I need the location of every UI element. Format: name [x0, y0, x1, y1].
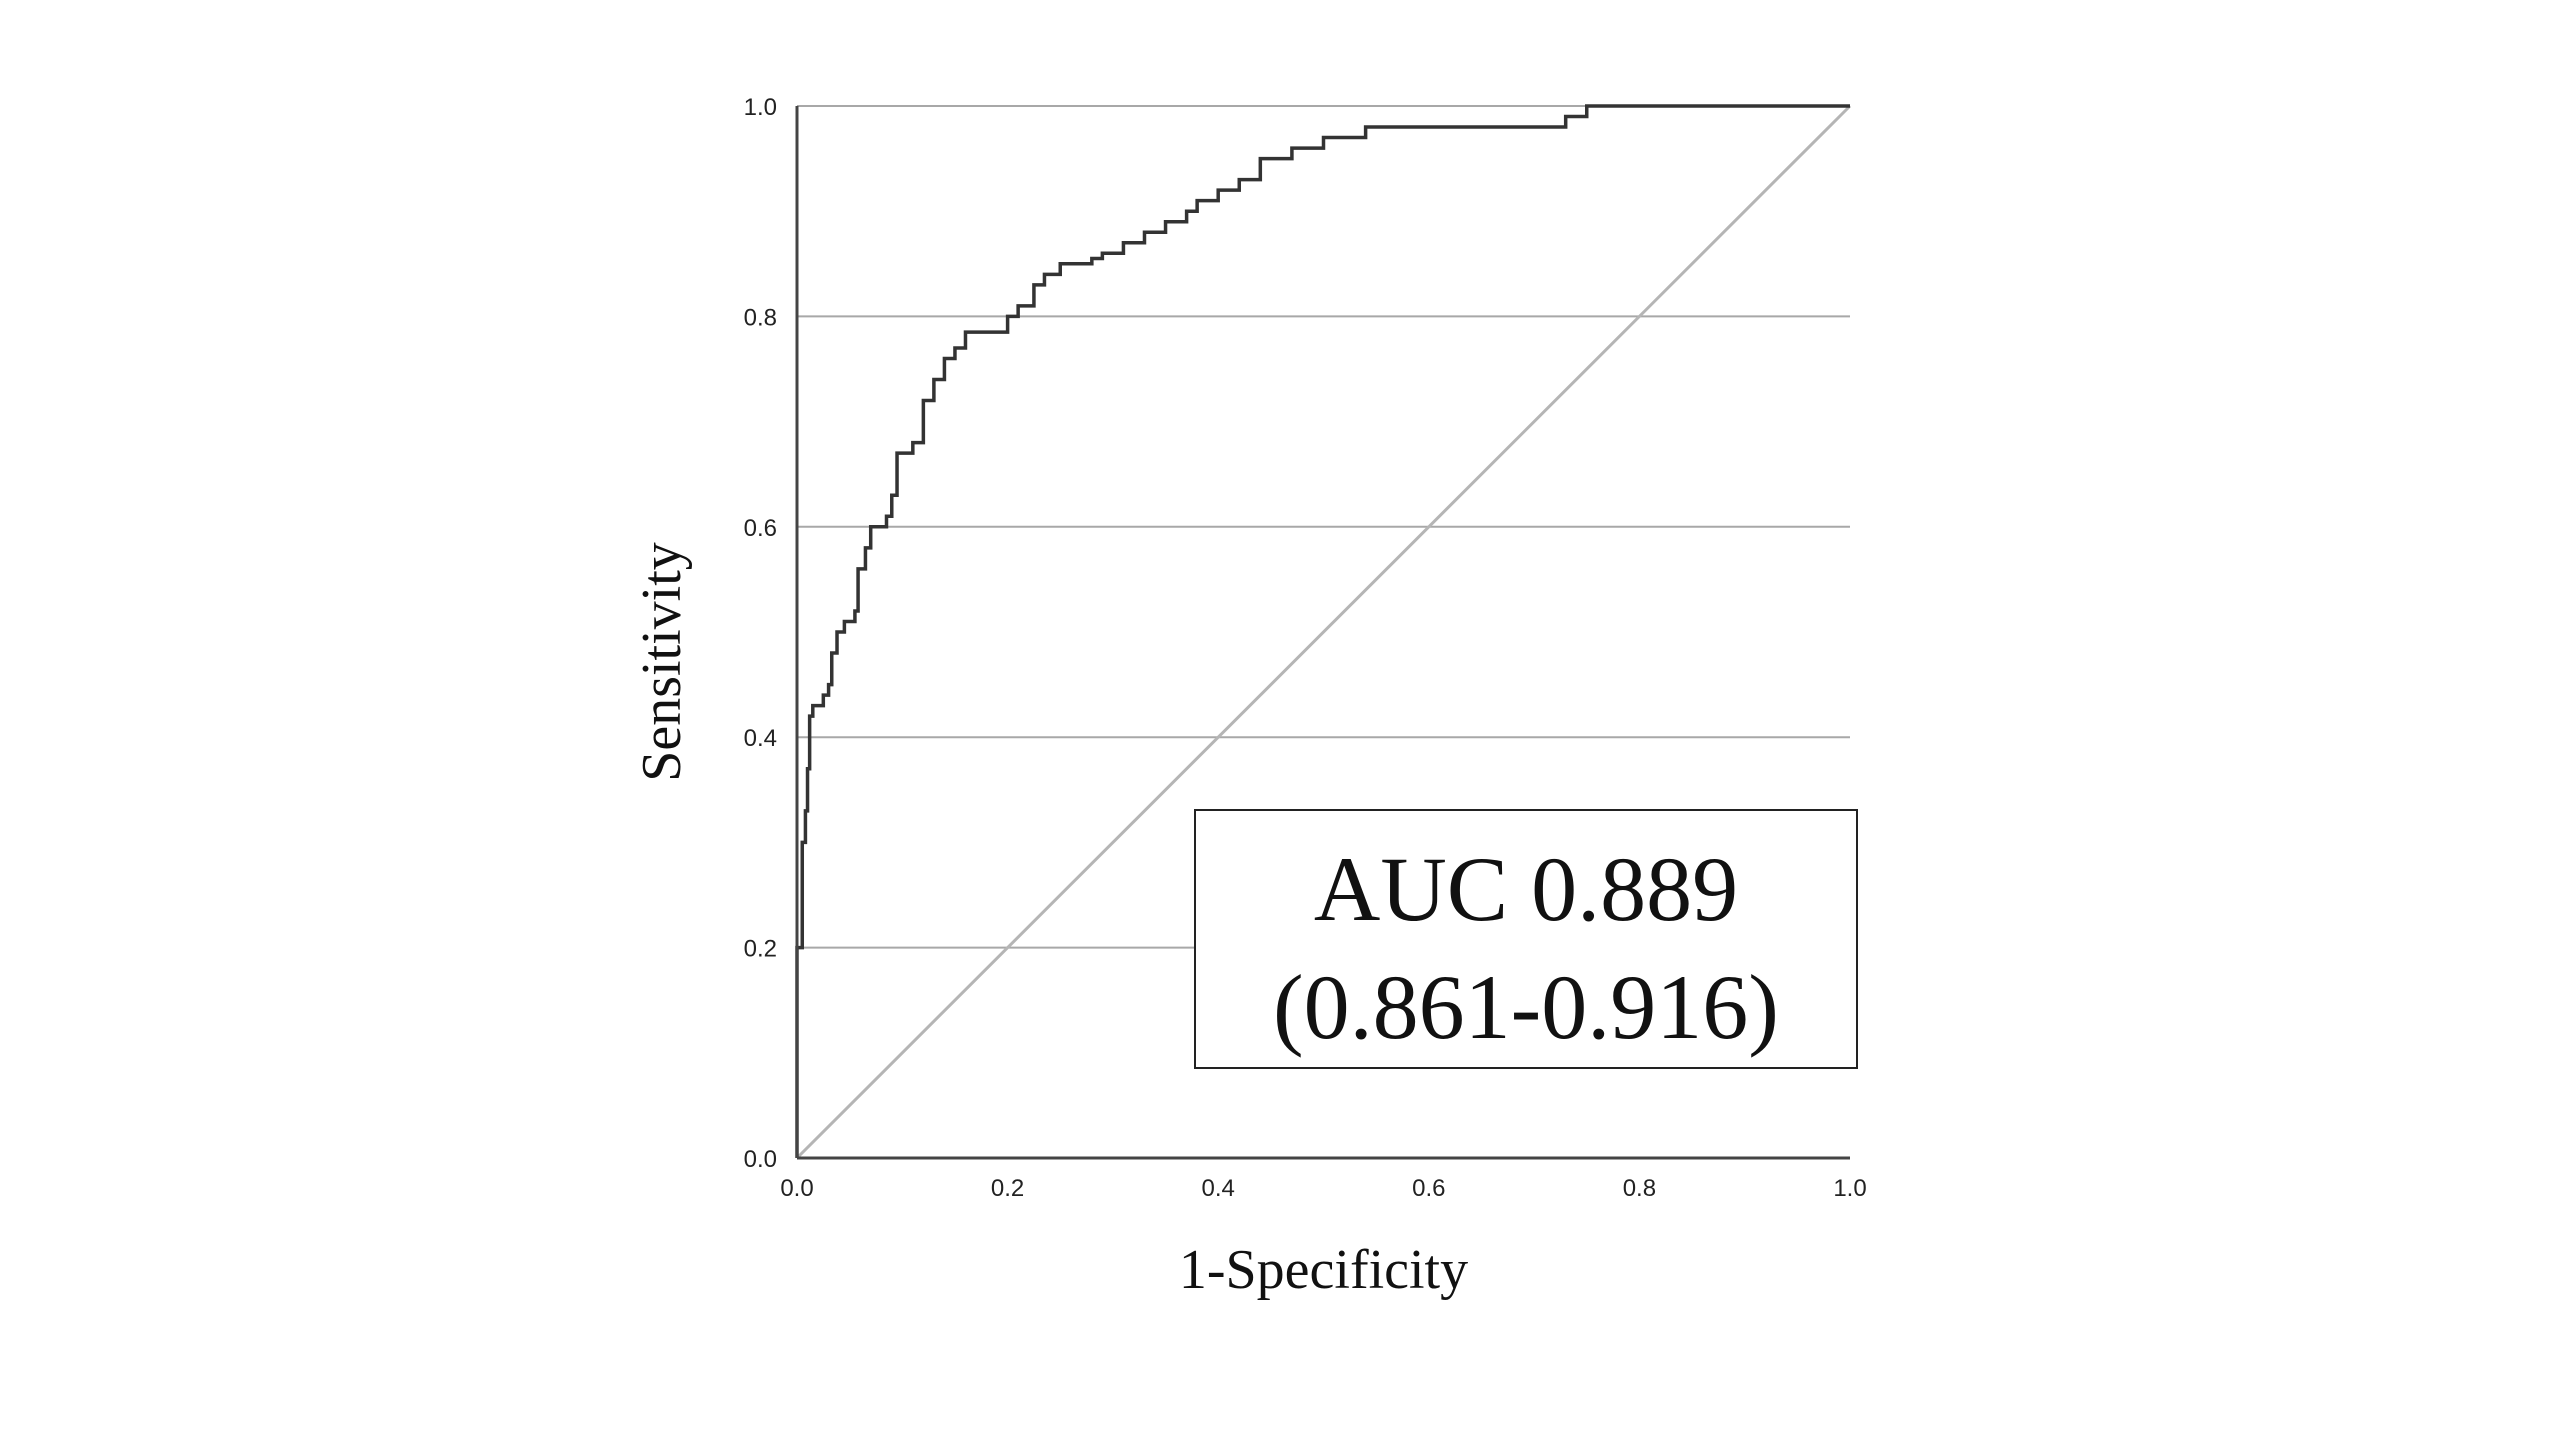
auc-confidence-interval-label: (0.861-0.916): [1273, 956, 1779, 1058]
x-tick-label-0: 0.0: [780, 1175, 813, 1202]
y-axis-title: Sensitivity: [631, 542, 693, 782]
x-tick-label-5: 1.0: [1833, 1175, 1866, 1202]
x-axis-title: 1-Specificity: [1179, 1239, 1468, 1301]
x-tick-label-2: 0.4: [1202, 1175, 1235, 1202]
y-tick-labels: 0.0 0.2 0.4 0.6 0.8 1.0: [744, 94, 777, 1173]
x-tick-labels: 0.0 0.2 0.4 0.6 0.8 1.0: [780, 1175, 1866, 1202]
axes: [795, 106, 1850, 1160]
reference-diagonal-line: [795, 104, 1852, 1160]
auc-annotation-box: AUC 0.889 (0.861-0.916): [1194, 809, 1858, 1069]
y-tick-label-4: 0.8: [744, 304, 777, 331]
x-tick-label-3: 0.6: [1412, 1175, 1445, 1202]
y-tick-label-0: 0.0: [744, 1146, 777, 1173]
x-tick-label-4: 0.8: [1623, 1175, 1656, 1202]
y-tick-label-5: 1.0: [744, 94, 777, 121]
roc-curve-line: [795, 104, 1850, 1158]
x-tick-label-1: 0.2: [991, 1175, 1024, 1202]
auc-annotation-frame: [1194, 809, 1858, 1069]
y-tick-label-1: 0.2: [744, 936, 777, 963]
y-tick-label-3: 0.6: [744, 515, 777, 542]
y-tick-label-2: 0.4: [744, 725, 777, 752]
auc-value-label: AUC 0.889: [1314, 838, 1738, 940]
